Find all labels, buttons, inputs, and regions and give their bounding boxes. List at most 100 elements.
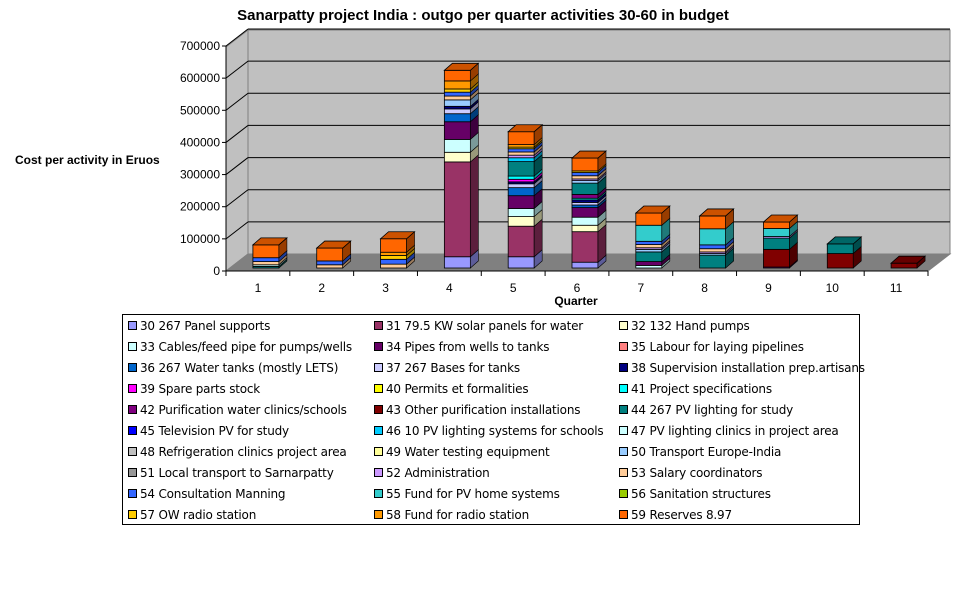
x-tick-label: 7 <box>637 281 644 295</box>
gridline-side <box>225 92 249 111</box>
bar-stack-5 <box>507 124 544 269</box>
legend-item: 31 79.5 KW solar panels for water <box>374 319 583 333</box>
legend-label: 59 Reserves 8.97 <box>631 508 732 522</box>
legend-item: 40 Permits et formalities <box>374 382 529 396</box>
bar-top <box>890 255 927 264</box>
bar-segment <box>635 240 663 245</box>
legend-swatch <box>619 321 628 330</box>
legend-item: 42 Purification water clinics/schools <box>128 403 347 417</box>
legend-swatch <box>128 447 137 456</box>
legend-swatch <box>128 468 137 477</box>
legend-label: 32 132 Hand pumps <box>631 319 750 333</box>
x-tick-label: 4 <box>446 281 453 295</box>
bar-segment <box>507 157 535 163</box>
legend-label: 36 267 Water tanks (mostly LETS) <box>140 361 339 375</box>
bar-stack-9 <box>762 214 799 269</box>
bar-stack-10 <box>826 236 863 269</box>
bar-segment <box>826 253 854 269</box>
bar-segment <box>635 212 663 226</box>
legend-swatch <box>619 510 628 519</box>
bar-segment <box>699 244 727 250</box>
bar-segment <box>507 187 535 197</box>
legend-label: 52 Administration <box>386 466 490 480</box>
legend-swatch <box>374 321 383 330</box>
bar-segment <box>571 175 599 180</box>
bar-segment <box>507 256 535 269</box>
legend-swatch <box>619 447 628 456</box>
bar-segment <box>316 264 344 269</box>
bar-stack-3 <box>379 231 416 269</box>
bar-segment <box>763 248 790 268</box>
x-tick-label: 8 <box>701 281 708 295</box>
bar-top <box>443 62 480 71</box>
gridline-side <box>225 157 249 175</box>
x-axis-label: Quarter <box>554 294 598 308</box>
legend-item: 57 OW radio station <box>128 508 256 522</box>
bar-segment <box>507 151 535 156</box>
legend-swatch <box>374 363 383 372</box>
legend-label: 49 Water testing equipment <box>386 445 550 459</box>
bar-segment <box>507 183 535 189</box>
legend-label: 44 267 PV lighting for study <box>631 403 794 417</box>
legend-item: 47 PV lighting clinics in project area <box>619 424 839 438</box>
bar-segment <box>443 108 471 115</box>
bar-segment <box>380 238 407 253</box>
gridline-side <box>225 221 249 240</box>
legend-label: 45 Television PV for study <box>140 424 289 438</box>
bar-segment <box>763 237 790 250</box>
gridline-side <box>225 60 249 79</box>
bar-top <box>315 240 352 249</box>
bar-segment-side <box>470 154 479 258</box>
legend-item: 53 Salary coordinators <box>619 466 763 480</box>
legend-label: 39 Spare parts stock <box>140 382 261 396</box>
side-wall <box>225 28 249 273</box>
legend-label: 35 Labour for laying pipelines <box>631 340 804 354</box>
gridline-side <box>225 189 249 208</box>
y-tick-label: 100000 <box>180 232 220 246</box>
bar-stack-6 <box>570 150 608 269</box>
bar-top <box>507 124 544 133</box>
bar-segment <box>507 195 535 209</box>
x-axis-ticks: 1 2 3 4 5 6 7 8 9 10 11 <box>225 270 929 295</box>
bar-segment <box>380 251 407 256</box>
y-tick-label: 600000 <box>180 71 220 85</box>
legend-label: 40 Permits et formalities <box>386 382 529 396</box>
bar-segment <box>890 262 918 269</box>
bar-segment <box>571 207 599 218</box>
bar-stack-4 <box>443 62 480 269</box>
legend-swatch <box>374 447 383 456</box>
legend-swatch <box>374 489 383 498</box>
legend-item: 48 Refrigeration clinics project area <box>128 445 347 459</box>
chart-title: Sanarpatty project India : outgo per qua… <box>237 7 729 24</box>
legend-swatch <box>374 405 383 414</box>
bar-segment <box>443 80 471 90</box>
legend-label: 46 10 PV lighting systems for schools <box>386 424 604 438</box>
bar-segment <box>507 216 535 227</box>
legend-label: 47 PV lighting clinics in project area <box>631 424 839 438</box>
legend-item: 37 267 Bases for tanks <box>374 361 520 375</box>
legend-swatch <box>374 426 383 435</box>
bar-top <box>634 205 671 214</box>
legend-swatch <box>128 489 137 498</box>
bar-segment <box>699 248 727 253</box>
bar-segment <box>571 157 599 172</box>
legend-label: 31 79.5 KW solar panels for water <box>386 319 584 333</box>
legend-label: 51 Local transport to Sarnarpatty <box>140 466 334 480</box>
x-tick-label: 1 <box>255 281 262 295</box>
bar-stack-11 <box>890 255 927 269</box>
legend-label: 54 Consultation Manning <box>140 487 286 501</box>
legend-swatch <box>619 405 628 414</box>
legend-label: 30 267 Panel supports <box>140 319 271 333</box>
y-axis-label: Cost per activity in Eruos <box>15 153 160 167</box>
bar-segment <box>507 208 535 217</box>
legend-label: 48 Refrigeration clinics project area <box>140 445 347 459</box>
legend-label: 41 Project specifications <box>631 382 772 396</box>
legend-item: 30 267 Panel supports <box>128 319 270 333</box>
legend-swatch <box>128 405 137 414</box>
x-tick-label: 5 <box>510 281 517 295</box>
legend-label: 55 Fund for PV home systems <box>386 487 560 501</box>
bar-segment <box>443 121 471 140</box>
x-tick-label: 6 <box>574 281 581 295</box>
bar-segment <box>507 225 535 258</box>
bar-segment <box>826 243 854 254</box>
